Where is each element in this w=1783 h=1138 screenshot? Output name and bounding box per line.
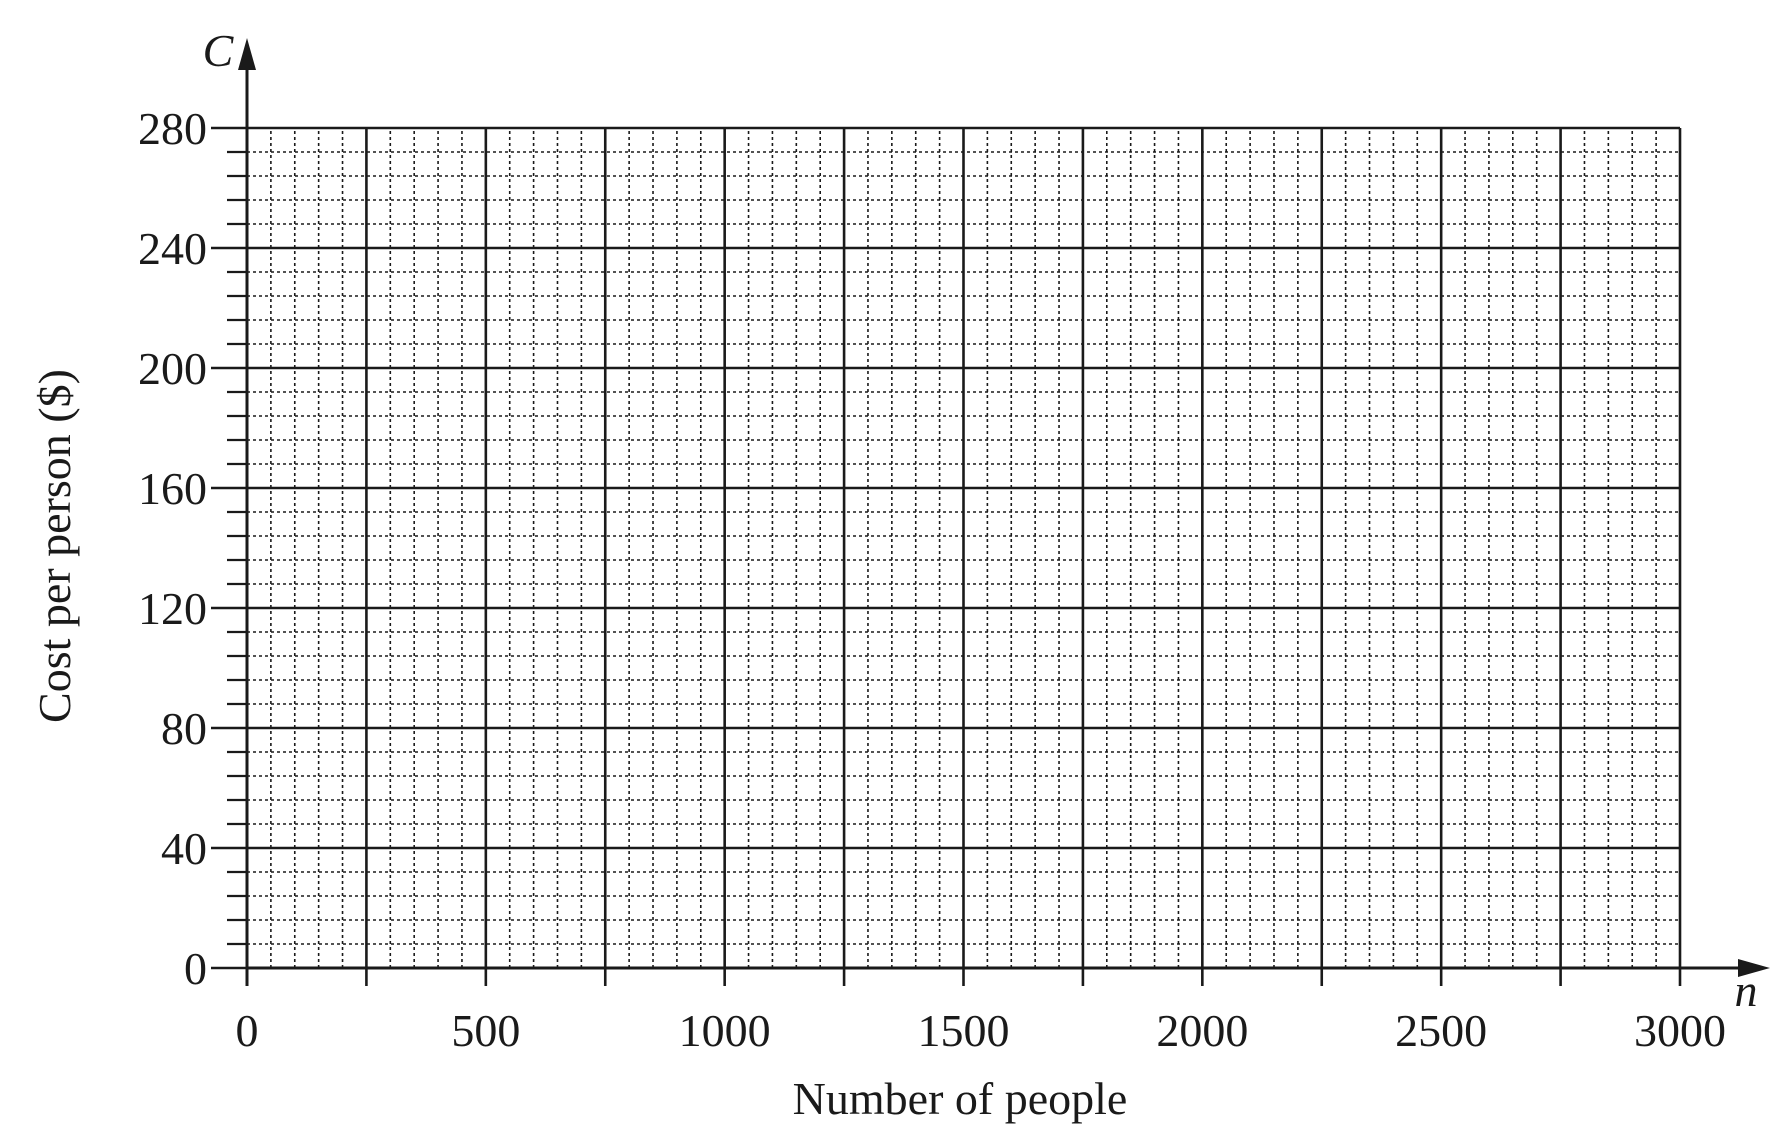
y-tick-label: 200: [138, 343, 207, 394]
x-tick-label: 1000: [679, 1005, 771, 1056]
y-axis-tick-labels: 0 40 80 120 160 200 240 280: [138, 103, 207, 994]
x-axis-variable: n: [1735, 965, 1758, 1016]
y-tick-label: 120: [138, 583, 207, 634]
x-tick-label: 2000: [1156, 1005, 1248, 1056]
y-axis-ticks: [211, 126, 247, 970]
x-tick-label: 0: [236, 1005, 259, 1056]
y-tick-label: 240: [138, 223, 207, 274]
y-axis-variable: C: [203, 25, 235, 76]
x-axis-ticks: [245, 968, 1682, 986]
y-tick-label: 0: [184, 943, 207, 994]
major-grid: [247, 126, 1682, 968]
x-axis-arrow-icon: [1738, 959, 1770, 977]
y-tick-label: 80: [161, 703, 207, 754]
x-tick-label: 2500: [1395, 1005, 1487, 1056]
y-axis-title: Cost per person ($): [29, 369, 80, 723]
y-tick-label: 40: [161, 823, 207, 874]
y-axis-arrow-icon: [238, 38, 256, 70]
y-tick-label: 280: [138, 103, 207, 154]
x-tick-label: 500: [451, 1005, 520, 1056]
axes: [238, 38, 1770, 986]
y-tick-label: 160: [138, 463, 207, 514]
x-axis-title: Number of people: [793, 1073, 1128, 1124]
x-axis-tick-labels: 0 500 1000 1500 2000 2500 3000: [236, 1005, 1727, 1056]
x-tick-label: 3000: [1634, 1005, 1726, 1056]
x-tick-label: 1500: [918, 1005, 1010, 1056]
